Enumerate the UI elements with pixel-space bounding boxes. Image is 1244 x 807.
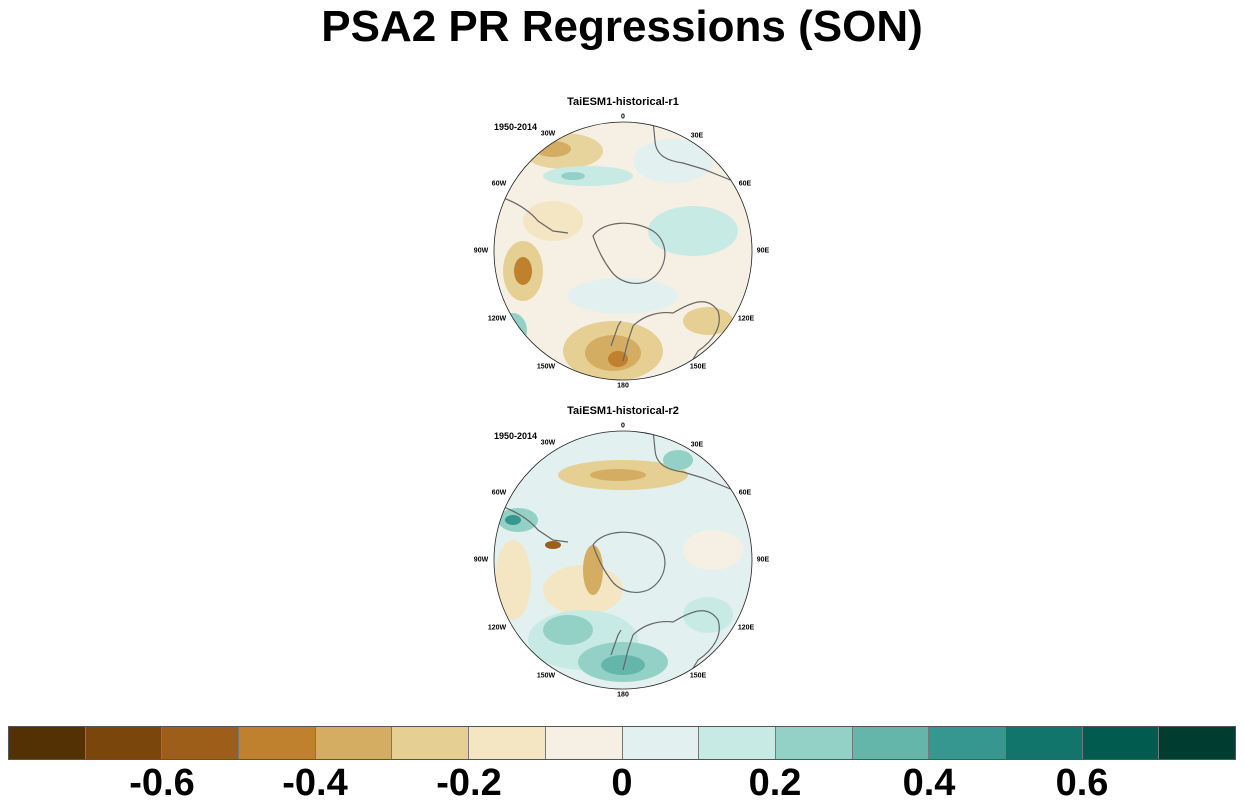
panel-1-lon-60e: 60E bbox=[738, 180, 752, 188]
panel-1-lon-0: 0 bbox=[621, 113, 625, 121]
colorbar-segment bbox=[622, 727, 700, 759]
panel-2-lon-0: 0 bbox=[621, 422, 625, 430]
panel-1-lon-90w: 90W bbox=[473, 247, 489, 255]
colorbar-segment bbox=[545, 727, 623, 759]
panel-2-lon-120e: 120E bbox=[737, 624, 755, 632]
panel-1-lon-90e: 90E bbox=[756, 247, 770, 255]
colorbar-segment bbox=[392, 727, 470, 759]
colorbar-segment bbox=[239, 727, 316, 759]
panel-1-lon-150w: 150W bbox=[536, 363, 556, 371]
panel-2-lon-120w: 120W bbox=[487, 624, 507, 632]
panel-1-title: TaiESM1-historical-r1 bbox=[567, 96, 679, 108]
panel-2-title: TaiESM1-historical-r2 bbox=[567, 405, 679, 417]
colorbar-label-neg-0-2: -0.2 bbox=[436, 762, 502, 804]
colorbar-segment bbox=[1082, 727, 1160, 759]
panel-1-lon-30e: 30E bbox=[690, 132, 704, 140]
figure-title: PSA2 PR Regressions (SON) bbox=[321, 2, 923, 51]
panel-2-lon-30e: 30E bbox=[690, 441, 704, 449]
colorbar-segment bbox=[315, 727, 393, 759]
colorbar bbox=[8, 726, 1236, 760]
panel-2-period: 1950-2014 bbox=[494, 431, 538, 441]
panel-1-map bbox=[493, 121, 753, 381]
colorbar-segment bbox=[9, 727, 86, 759]
panel-2-map bbox=[493, 430, 753, 690]
colorbar-segment bbox=[85, 727, 163, 759]
panel-2-lon-90w: 90W bbox=[473, 556, 489, 564]
panel-2-lon-150w: 150W bbox=[536, 672, 556, 680]
panel-2-lon-60w: 60W bbox=[491, 489, 507, 497]
colorbar-segment bbox=[699, 727, 776, 759]
colorbar-segment bbox=[775, 727, 853, 759]
colorbar-segment bbox=[929, 727, 1006, 759]
colorbar-segment bbox=[852, 727, 930, 759]
colorbar-label-0-6: 0.6 bbox=[1055, 762, 1109, 804]
colorbar-segment bbox=[1159, 727, 1235, 759]
panel-1-lon-30w: 30W bbox=[540, 130, 556, 138]
panel-1-lon-120e: 120E bbox=[737, 315, 755, 323]
panel-2-lon-180: 180 bbox=[617, 691, 629, 699]
panel-1-period: 1950-2014 bbox=[494, 122, 538, 132]
panel-2-lon-90e: 90E bbox=[756, 556, 770, 564]
colorbar-segment bbox=[469, 727, 546, 759]
colorbar-segment bbox=[162, 727, 240, 759]
panel-2-lon-150e: 150E bbox=[689, 672, 707, 680]
colorbar-label-0: 0 bbox=[611, 762, 633, 804]
panel-2-lon-60e: 60E bbox=[738, 489, 752, 497]
colorbar-segment bbox=[1005, 727, 1083, 759]
panel-1-lon-120w: 120W bbox=[487, 315, 507, 323]
colorbar-label-neg-0-4: -0.4 bbox=[282, 762, 348, 804]
panel-1-lon-150e: 150E bbox=[689, 363, 707, 371]
colorbar-label-neg-0-6: -0.6 bbox=[129, 762, 195, 804]
panel-1-lon-60w: 60W bbox=[491, 180, 507, 188]
colorbar-label-0-2: 0.2 bbox=[748, 762, 802, 804]
panel-2-lon-30w: 30W bbox=[540, 439, 556, 447]
colorbar-label-0-4: 0.4 bbox=[902, 762, 956, 804]
panel-1-lon-180: 180 bbox=[617, 382, 629, 390]
